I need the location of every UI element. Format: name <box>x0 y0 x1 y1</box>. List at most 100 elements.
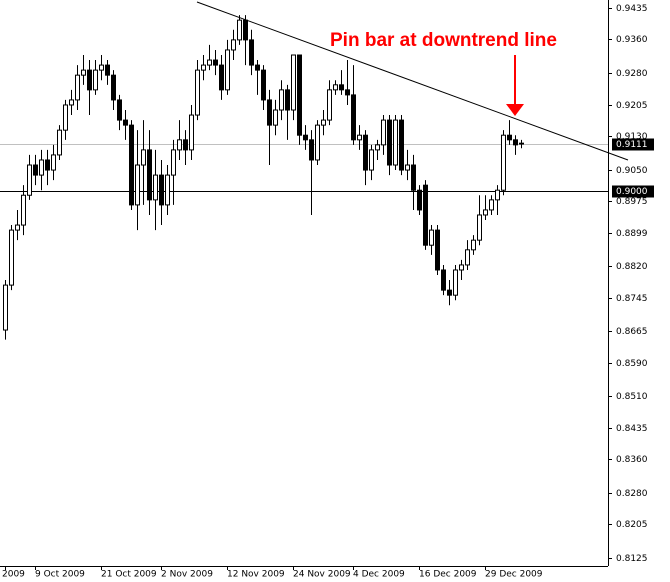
candle-body <box>387 119 392 166</box>
candle-body <box>195 69 200 116</box>
candle-body <box>447 289 452 296</box>
level-label-box <box>612 185 654 198</box>
y-tick-label: 0.9205 <box>616 101 648 111</box>
candle-body <box>315 124 320 161</box>
candle-body <box>45 159 50 171</box>
candle-body <box>519 142 524 145</box>
candle-body <box>513 139 518 146</box>
y-tick-label: 0.8360 <box>616 455 648 465</box>
candle-body <box>345 89 350 96</box>
y-tick-label: 0.8590 <box>616 359 648 369</box>
candle-body <box>273 109 278 126</box>
candle-body <box>201 64 206 71</box>
candle-body <box>393 119 398 166</box>
candle-body <box>3 284 8 331</box>
arrow-head <box>506 104 524 116</box>
candle-body <box>249 39 254 66</box>
candle-body <box>87 69 92 91</box>
candle-body <box>507 134 512 141</box>
y-tick-label: 0.8205 <box>616 520 648 530</box>
x-tick-label: 12 Nov 2009 <box>227 570 285 580</box>
y-tick-label: 0.9280 <box>616 69 648 79</box>
candle-body <box>225 49 230 91</box>
candle-body <box>51 154 56 171</box>
candle-body <box>459 264 464 271</box>
candle-body <box>207 59 212 66</box>
candle-body <box>303 134 308 141</box>
candle-body <box>465 249 470 266</box>
trendline <box>196 1 629 161</box>
candle-body <box>297 54 302 136</box>
candle-body <box>453 269 458 296</box>
y-tick-label: 0.9435 <box>616 4 648 14</box>
candle-body <box>27 164 32 196</box>
candle-body <box>153 174 158 201</box>
candle-body <box>411 164 416 191</box>
candle-body <box>381 119 386 146</box>
x-tick-label: 4 Dec 2009 <box>353 570 405 580</box>
x-tick-label: 9 Oct 2009 <box>35 570 85 580</box>
candle-body <box>285 89 290 111</box>
candle-body <box>99 64 104 71</box>
candle-body <box>75 74 80 101</box>
candle-body <box>429 229 434 246</box>
candle-body <box>321 119 326 126</box>
candle-body <box>255 64 260 71</box>
candle-body <box>33 164 38 176</box>
y-tick-label: 0.8745 <box>616 294 648 304</box>
y-tick-label: 0.8435 <box>616 424 648 434</box>
candle-body <box>267 99 272 126</box>
level-label: 0.9000 <box>616 187 648 197</box>
candle-body <box>339 84 344 91</box>
x-tick-label: 24 Nov 2009 <box>293 570 351 580</box>
x-tick-label: 21 Oct 2009 <box>101 570 157 580</box>
candle-body <box>177 139 182 151</box>
candle-body <box>9 229 14 286</box>
candle-body <box>417 189 422 211</box>
y-tick-label: 0.8975 <box>616 197 648 207</box>
candle-body <box>243 19 248 41</box>
candle-body <box>477 214 482 241</box>
x-tick-label: 2 Nov 2009 <box>161 570 213 580</box>
y-tick-label: 0.8820 <box>616 262 648 272</box>
candle-body <box>327 89 332 121</box>
candle-body <box>171 149 176 176</box>
candle-body <box>57 129 62 156</box>
candle-body <box>93 69 98 91</box>
candle-body <box>471 239 476 251</box>
candle-body <box>399 119 404 171</box>
x-tick-label: 16 Dec 2009 <box>419 570 477 580</box>
annotation: Pin bar at downtrend line <box>330 30 557 51</box>
candle-body <box>117 99 122 121</box>
candle-body <box>219 64 224 91</box>
candle-body <box>183 139 188 151</box>
candle-body <box>441 269 446 291</box>
candle-body <box>369 149 374 171</box>
candle-body <box>309 139 314 161</box>
candle-body <box>375 144 380 151</box>
candle-body <box>105 64 110 76</box>
level-label-box <box>612 138 654 151</box>
candle-body <box>159 174 164 206</box>
candle-body <box>483 209 488 216</box>
candle-body <box>63 104 68 131</box>
y-tick-label: 0.9050 <box>616 166 648 176</box>
candle-body <box>111 74 116 101</box>
candle-body <box>291 54 296 111</box>
candle-body <box>147 149 152 201</box>
y-tick-label: 0.9130 <box>616 132 648 142</box>
candle-body <box>213 59 218 66</box>
candle-body <box>123 119 128 126</box>
candle-body <box>357 134 362 141</box>
candle-body <box>39 159 44 176</box>
candle-body <box>279 89 284 111</box>
candle-body <box>351 94 356 141</box>
candle-body <box>363 134 368 171</box>
x-tick-label: 2009 <box>2 570 25 580</box>
x-tick-label: 29 Dec 2009 <box>485 570 543 580</box>
candle-body <box>237 19 242 41</box>
candle-body <box>489 199 494 211</box>
y-tick-label: 0.8665 <box>616 327 648 337</box>
candle-body <box>135 164 140 206</box>
